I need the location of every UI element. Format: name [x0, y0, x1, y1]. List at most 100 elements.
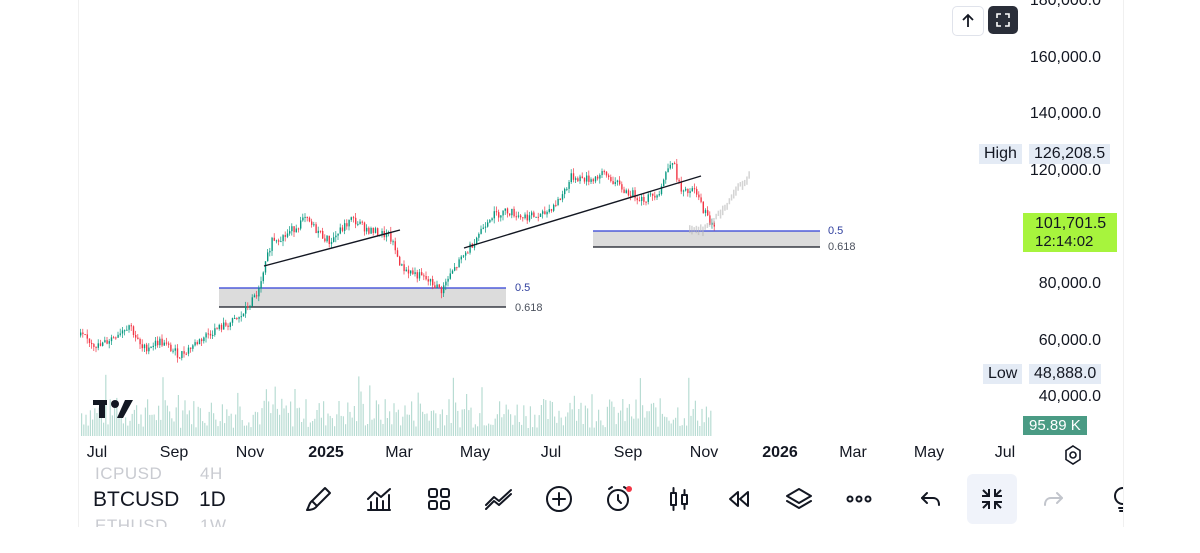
- candle-body: [456, 267, 458, 269]
- volume-bar: [402, 416, 404, 436]
- idea-button[interactable]: [1105, 481, 1123, 517]
- candle-body: [258, 288, 260, 297]
- volume-bar: [259, 424, 261, 436]
- candle-body: [597, 176, 599, 179]
- chart-canvas[interactable]: [79, 0, 1123, 527]
- candle-body: [592, 179, 594, 182]
- more-button[interactable]: [841, 481, 877, 517]
- candle-body: [148, 347, 150, 352]
- volume-bar: [650, 403, 652, 436]
- volume-bar: [397, 409, 399, 436]
- volume-bar: [527, 428, 529, 436]
- current-price: 101,701.5: [1035, 215, 1107, 232]
- candle-body: [91, 342, 93, 345]
- candle-body: [590, 179, 592, 182]
- candle-body: [108, 341, 110, 344]
- fullscreen-button[interactable]: [988, 6, 1018, 34]
- undo-button[interactable]: [913, 481, 949, 517]
- templates-button[interactable]: [421, 481, 457, 517]
- volume-bar: [439, 414, 441, 436]
- volume-bar: [569, 402, 571, 436]
- candle-body: [489, 220, 491, 223]
- time-axis-settings-button[interactable]: [1061, 443, 1085, 467]
- volume-bar: [237, 392, 239, 436]
- volume-bar: [584, 405, 586, 436]
- projection-candle: [706, 222, 709, 228]
- interval[interactable]: 1D: [199, 488, 226, 511]
- volume-bar: [664, 416, 666, 436]
- volume-bar: [457, 410, 459, 436]
- volume-bar: [272, 404, 274, 436]
- volume-bar: [206, 425, 208, 436]
- projection-candle: [713, 218, 715, 225]
- volume-bar: [142, 426, 144, 436]
- candle-body: [282, 235, 284, 242]
- candle-body: [170, 344, 172, 352]
- projection-candle: [697, 226, 700, 236]
- candle-body: [537, 216, 539, 218]
- volume-bar: [609, 399, 611, 436]
- candle-body: [110, 337, 113, 342]
- symbol-name[interactable]: BTCUSD: [93, 488, 180, 511]
- compare-button[interactable]: [481, 481, 517, 517]
- volume-bar: [155, 420, 157, 436]
- volume-bar: [98, 407, 100, 436]
- alert-button[interactable]: [601, 481, 637, 517]
- volume-bar: [265, 389, 267, 436]
- candle-body: [366, 227, 368, 232]
- candle-body: [306, 216, 308, 218]
- candle-body: [174, 348, 176, 351]
- volume-bar: [505, 404, 507, 436]
- candle-body: [146, 344, 148, 352]
- time-axis-label: Sep: [613, 444, 643, 461]
- candle-body: [476, 237, 478, 245]
- volume-bar: [389, 411, 391, 436]
- projection-candle: [711, 219, 713, 227]
- candle-body: [586, 175, 588, 182]
- candle-body: [229, 322, 231, 327]
- brush-button[interactable]: [301, 481, 337, 517]
- candle-body: [495, 211, 498, 213]
- add-button[interactable]: [541, 481, 577, 517]
- volume-bar: [241, 420, 243, 436]
- volume-bar: [395, 412, 397, 436]
- candle-body: [181, 351, 183, 359]
- candle-body: [161, 338, 163, 346]
- candle-body: [143, 344, 146, 349]
- candle-body: [561, 194, 564, 200]
- volume-bar: [426, 413, 428, 436]
- candle-body: [405, 269, 407, 272]
- volume-bar: [433, 410, 435, 436]
- volume-bar: [455, 402, 457, 436]
- volume-bar: [646, 411, 648, 436]
- volume-bar: [191, 424, 193, 436]
- candle-body: [623, 189, 625, 193]
- candle-body: [638, 200, 641, 202]
- volume-bar: [668, 420, 670, 436]
- candle-body: [669, 164, 671, 169]
- candle-body: [423, 275, 425, 277]
- volume-bar: [364, 425, 366, 436]
- exit-fullscreen-button[interactable]: [967, 474, 1017, 524]
- candle-body: [689, 191, 691, 194]
- volume-bar: [287, 412, 289, 436]
- candle-body: [212, 334, 214, 336]
- candle-body: [128, 325, 130, 330]
- scroll-up-button[interactable]: [952, 6, 984, 36]
- replay-button[interactable]: [721, 481, 757, 517]
- candle-body: [680, 181, 682, 192]
- candle-body: [432, 279, 434, 286]
- candle-body: [517, 215, 520, 217]
- candle-style-button[interactable]: [661, 481, 697, 517]
- candle-body: [176, 348, 179, 358]
- indicators-button[interactable]: [361, 481, 397, 517]
- volume-bar: [195, 427, 197, 436]
- volume-bar: [510, 414, 512, 436]
- candle-body: [498, 212, 500, 218]
- layers-button[interactable]: [781, 481, 817, 517]
- volume-bar: [351, 417, 353, 436]
- candle-body: [652, 193, 654, 196]
- candle-body: [579, 176, 581, 182]
- redo-button[interactable]: [1035, 481, 1071, 517]
- volume-bar: [197, 406, 199, 436]
